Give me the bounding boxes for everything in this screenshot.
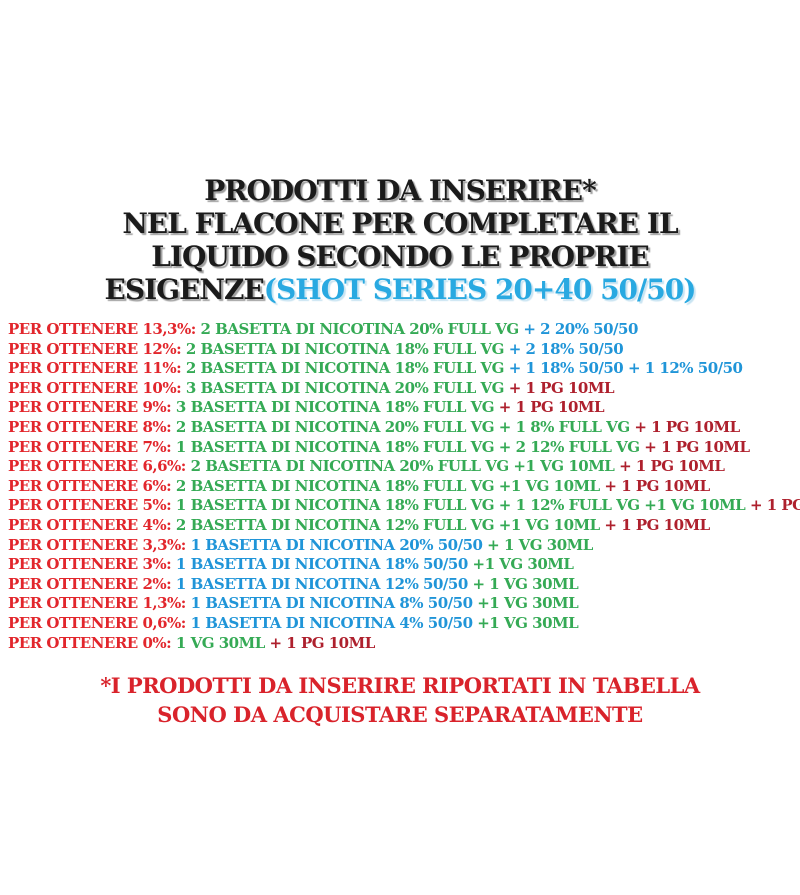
- recipe-line: PER OTTENERE 6%: 2 BASETTA DI NICOTINA 1…: [8, 477, 800, 497]
- recipe-segment-darkred: + 1 PG 10ML: [504, 378, 615, 397]
- recipe-segment-darkred: + 1 PG 10ML: [599, 515, 710, 534]
- recipe-segment-label: PER OTTENERE 2%:: [8, 574, 172, 593]
- recipe-line: PER OTTENERE 13,3%: 2 BASETTA DI NICOTIN…: [8, 320, 800, 340]
- recipe-segment-blue: 1 BASETTA DI NICOTINA 8% 50/50: [185, 594, 473, 613]
- recipe-segment-darkred: + 1 PG 10ML: [494, 398, 605, 417]
- recipe-line: PER OTTENERE 9%: 3 BASETTA DI NICOTINA 1…: [8, 398, 800, 418]
- recipe-segment-blue: + 2 18% 50/50: [504, 339, 624, 358]
- recipe-segment-green: 1 BASETTA DI NICOTINA 18% FULL VG + 2 12…: [171, 437, 640, 456]
- recipe-segment-blue: 1 BASETTA DI NICOTINA 20% 50/50: [185, 535, 483, 554]
- recipe-segment-label: PER OTTENERE 6,6%:: [8, 457, 186, 476]
- recipe-segment-label: PER OTTENERE 0%:: [8, 633, 172, 652]
- recipe-line: PER OTTENERE 2%: 1 BASETTA DI NICOTINA 1…: [8, 575, 800, 595]
- recipe-line: PER OTTENERE 10%: 3 BASETTA DI NICOTINA …: [8, 379, 800, 399]
- recipe-line: PER OTTENERE 3%: 1 BASETTA DI NICOTINA 1…: [8, 555, 800, 575]
- recipe-line: PER OTTENERE 3,3%: 1 BASETTA DI NICOTINA…: [8, 536, 800, 556]
- recipe-segment-green: +1 VG 30ML: [467, 555, 574, 574]
- recipe-segment-green: +1 VG 30ML: [472, 613, 579, 632]
- page-title: PRODOTTI DA INSERIRE* NEL FLACONE PER CO…: [0, 174, 800, 306]
- recipe-segment-green: 2 BASETTA DI NICOTINA 20% FULL VG +1 VG …: [185, 457, 615, 476]
- recipe-segment-label: PER OTTENERE 7%:: [8, 437, 172, 456]
- recipe-segment-label: PER OTTENERE 12%:: [8, 339, 182, 358]
- recipe-segment-label: PER OTTENERE 9%:: [8, 398, 172, 417]
- recipe-segment-label: PER OTTENERE 1,3%:: [8, 594, 186, 613]
- footnote: *I PRODOTTI DA INSERIRE RIPORTATI IN TAB…: [0, 671, 800, 729]
- recipe-segment-blue: 1 BASETTA DI NICOTINA 12% 50/50: [171, 574, 468, 593]
- recipe-line: PER OTTENERE 12%: 2 BASETTA DI NICOTINA …: [8, 340, 800, 360]
- recipe-segment-darkred: + 1 PG 10ML: [639, 437, 750, 456]
- recipe-segment-label: PER OTTENERE 10%:: [8, 378, 182, 397]
- recipe-line: PER OTTENERE 0%: 1 VG 30ML + 1 PG 10ML: [8, 634, 800, 654]
- recipe-segment-label: PER OTTENERE 6%:: [8, 476, 172, 495]
- recipe-segment-blue: 1 BASETTA DI NICOTINA 18% 50/50: [171, 555, 468, 574]
- recipe-segment-darkred: + 1 PG 10ML: [614, 457, 725, 476]
- recipe-segment-green: 3 BASETTA DI NICOTINA 20% FULL VG: [181, 378, 505, 397]
- title-line-4: ESIGENZE(SHOT SERIES 20+40 50/50): [0, 273, 800, 306]
- recipe-segment-darkred: + 1 PG 10ML: [629, 417, 740, 436]
- recipe-segment-label: PER OTTENERE 3%:: [8, 555, 172, 574]
- recipe-line: PER OTTENERE 0,6%: 1 BASETTA DI NICOTINA…: [8, 614, 800, 634]
- recipe-segment-blue: + 1 18% 50/50 + 1 12% 50/50: [504, 359, 743, 378]
- title-line-2: NEL FLACONE PER COMPLETARE IL: [122, 207, 678, 240]
- recipe-segment-darkred: + 1 PG 10ML: [599, 476, 710, 495]
- recipe-segment-green: + 1 VG 30ML: [467, 574, 579, 593]
- recipe-line: PER OTTENERE 6,6%: 2 BASETTA DI NICOTINA…: [8, 457, 800, 477]
- recipe-segment-label: PER OTTENERE 8%:: [8, 417, 172, 436]
- recipe-line: PER OTTENERE 1,3%: 1 BASETTA DI NICOTINA…: [8, 594, 800, 614]
- recipe-list: PER OTTENERE 13,3%: 2 BASETTA DI NICOTIN…: [8, 320, 800, 653]
- recipe-segment-darkred: + 1 PG 10ML: [264, 633, 375, 652]
- recipe-segment-darkred: + 1 PG 10ML: [749, 496, 800, 515]
- recipe-segment-label: PER OTTENERE 5%:: [8, 496, 172, 515]
- recipe-segment-green: 3 BASETTA DI NICOTINA 18% FULL VG: [171, 398, 495, 417]
- recipe-segment-green: 2 BASETTA DI NICOTINA 20% FULL VG: [195, 320, 520, 338]
- recipe-line: PER OTTENERE 11%: 2 BASETTA DI NICOTINA …: [8, 359, 800, 379]
- recipe-segment-label: PER OTTENERE 3,3%:: [8, 535, 186, 554]
- recipe-line: PER OTTENERE 5%: 1 BASETTA DI NICOTINA 1…: [8, 496, 800, 516]
- recipe-segment-green: 2 BASETTA DI NICOTINA 20% FULL VG + 1 8%…: [171, 417, 630, 436]
- footnote-line-1: *I PRODOTTI DA INSERIRE RIPORTATI IN TAB…: [100, 673, 700, 699]
- recipe-segment-green: 2 BASETTA DI NICOTINA 18% FULL VG: [181, 339, 505, 358]
- recipe-segment-label: PER OTTENERE 13,3%:: [8, 320, 196, 338]
- recipe-segment-blue: + 2 20% 50/50: [518, 320, 638, 338]
- recipe-segment-green: 2 BASETTA DI NICOTINA 18% FULL VG +1 VG …: [171, 476, 600, 495]
- recipe-line: PER OTTENERE 4%: 2 BASETTA DI NICOTINA 1…: [8, 516, 800, 536]
- title-line-1: PRODOTTI DA INSERIRE*: [204, 174, 597, 207]
- recipe-segment-green: 1 VG 30ML: [171, 633, 265, 652]
- footnote-line-2: SONO DA ACQUISTARE SEPARATAMENTE: [157, 702, 643, 728]
- recipe-segment-green: +1 VG 30ML: [472, 594, 579, 613]
- recipe-segment-green: 2 BASETTA DI NICOTINA 18% FULL VG: [181, 359, 505, 378]
- recipe-segment-green: 1 BASETTA DI NICOTINA 18% FULL VG + 1 12…: [171, 496, 746, 515]
- title-shot-series-text: (SHOT SERIES 20+40 50/50): [263, 273, 697, 306]
- title-esigenze-text: ESIGENZE: [104, 273, 265, 306]
- title-line-3: LIQUIDO SECONDO LE PROPRIE: [151, 240, 650, 273]
- recipe-segment-label: PER OTTENERE 0,6%:: [8, 613, 186, 632]
- recipe-line: PER OTTENERE 8%: 2 BASETTA DI NICOTINA 2…: [8, 418, 800, 438]
- recipe-segment-green: + 1 VG 30ML: [482, 535, 593, 554]
- recipe-segment-label: PER OTTENERE 11%:: [8, 359, 182, 378]
- recipe-segment-blue: 1 BASETTA DI NICOTINA 4% 50/50: [185, 613, 473, 632]
- recipe-line: PER OTTENERE 7%: 1 BASETTA DI NICOTINA 1…: [8, 438, 800, 458]
- recipe-segment-green: 2 BASETTA DI NICOTINA 12% FULL VG +1 VG …: [171, 515, 600, 534]
- recipe-segment-label: PER OTTENERE 4%:: [8, 515, 172, 534]
